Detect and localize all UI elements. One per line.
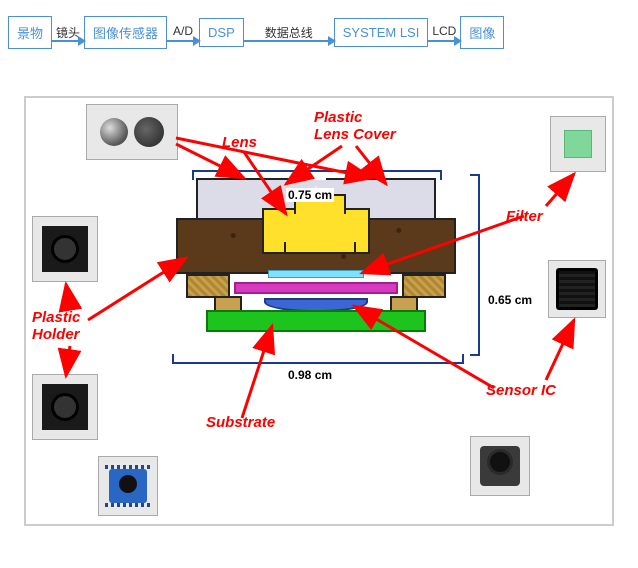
flow-arrow-1: 镜头 [52,24,84,42]
dim-bottom [172,354,464,364]
flowchart: 景物 镜头 图像传感器 A/D DSP 数据总线 SYSTEM LSI LCD … [8,16,504,49]
thumb-module-dark [470,436,530,496]
thumb-holder-bottom [32,374,98,440]
dim-right [470,174,480,356]
label-plastic-holder: Plastic Holder [32,310,80,343]
dim-top [192,170,442,180]
thumb-holder-top [32,216,98,282]
label-sensor-ic: Sensor IC [486,382,556,399]
flow-box-dsp: DSP [199,18,244,47]
label-lens: Lens [222,134,257,151]
flow-box-image-sensor: 图像传感器 [84,16,167,49]
label-lens-cover: Plastic Lens Cover [314,110,396,143]
thumb-module-blue [98,456,158,516]
dim-bottom-label: 0.98 cm [286,368,334,382]
lens-block [262,208,370,254]
thumb-lens [86,104,178,160]
magenta-layer [234,282,398,294]
label-substrate: Substrate [206,414,275,431]
flow-box-system-lsi: SYSTEM LSI [334,18,429,47]
flow-arrow-2: A/D [167,24,199,42]
thumb-filter [550,116,606,172]
thumb-sensor-ic [548,260,606,318]
filter-layer [268,270,364,278]
camera-module-diagram: 0.75 cm 0.65 cm 0.98 cm Lens Plastic Len… [24,96,614,526]
dim-right-label: 0.65 cm [486,293,534,307]
substrate-layer [206,310,426,332]
label-filter: Filter [506,208,543,225]
flow-box-image: 图像 [460,16,504,49]
flow-arrow-3: 数据总线 [244,24,334,42]
flow-box-scene: 景物 [8,16,52,49]
flow-arrow-4: LCD [428,24,460,42]
dim-top-label: 0.75 cm [286,188,334,202]
